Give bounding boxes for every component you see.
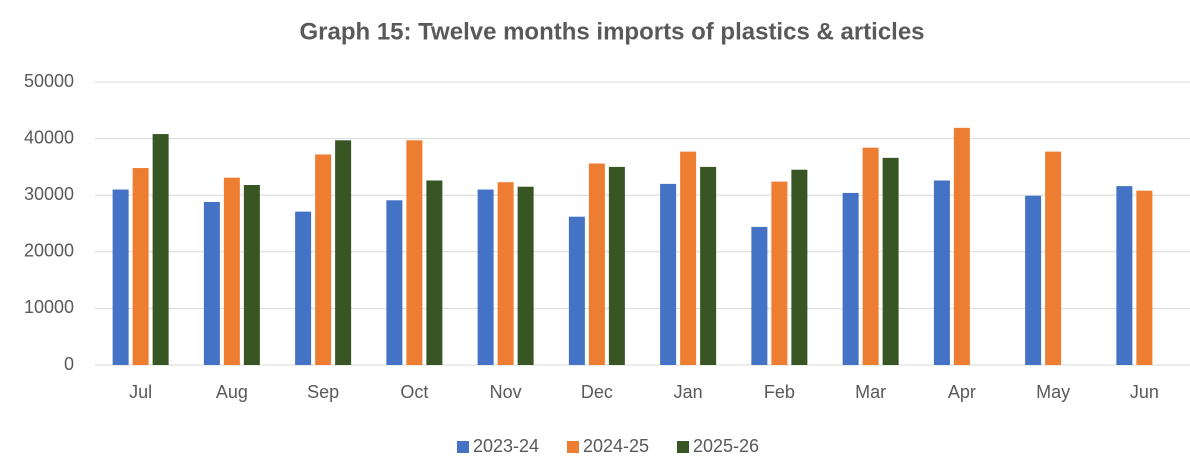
x-tick-label: Jul bbox=[129, 382, 152, 402]
chart-title: Graph 15: Twelve months imports of plast… bbox=[299, 18, 924, 45]
bar bbox=[517, 186, 534, 365]
bar bbox=[1025, 195, 1042, 365]
bar bbox=[203, 201, 220, 365]
bar bbox=[751, 226, 768, 365]
x-tick-label: Oct bbox=[400, 382, 428, 402]
legend-label: 2025-26 bbox=[693, 436, 759, 456]
bar bbox=[933, 180, 950, 365]
x-tick-label: Aug bbox=[216, 382, 248, 402]
bar bbox=[862, 147, 879, 365]
bar bbox=[426, 180, 443, 365]
bar bbox=[660, 183, 677, 365]
bar bbox=[152, 134, 169, 365]
y-tick-label: 10000 bbox=[24, 297, 74, 317]
bar bbox=[315, 154, 332, 365]
x-tick-label: Dec bbox=[581, 382, 613, 402]
x-tick-label: Nov bbox=[490, 382, 522, 402]
bar bbox=[295, 211, 312, 365]
bar bbox=[243, 185, 260, 365]
y-tick-label: 50000 bbox=[24, 71, 74, 91]
bar bbox=[791, 169, 808, 365]
bar bbox=[477, 189, 494, 365]
x-tick-label: Sep bbox=[307, 382, 339, 402]
bar bbox=[568, 216, 585, 365]
y-tick-label: 0 bbox=[64, 354, 74, 374]
bar bbox=[223, 177, 240, 365]
bar bbox=[1045, 151, 1062, 365]
bar bbox=[700, 166, 717, 365]
x-tick-label: May bbox=[1036, 382, 1070, 402]
legend-label: 2023-24 bbox=[473, 436, 539, 456]
bar bbox=[112, 189, 129, 365]
x-tick-label: Mar bbox=[855, 382, 886, 402]
bar bbox=[882, 157, 899, 365]
x-tick-label: Feb bbox=[764, 382, 795, 402]
y-tick-label: 40000 bbox=[24, 127, 74, 147]
bar bbox=[386, 200, 403, 365]
bar bbox=[771, 181, 788, 365]
bar bbox=[406, 140, 423, 365]
bar bbox=[497, 182, 514, 365]
bar bbox=[1136, 190, 1153, 365]
bar bbox=[680, 151, 697, 365]
y-tick-label: 30000 bbox=[24, 184, 74, 204]
legend-label: 2024-25 bbox=[583, 436, 649, 456]
x-tick-label: Jun bbox=[1130, 382, 1159, 402]
bar bbox=[335, 140, 352, 365]
bar bbox=[588, 163, 605, 365]
legend-swatch bbox=[677, 441, 689, 453]
y-tick-label: 20000 bbox=[24, 241, 74, 261]
bar bbox=[842, 192, 859, 365]
legend-swatch bbox=[567, 441, 579, 453]
x-tick-label: Apr bbox=[948, 382, 976, 402]
legend-swatch bbox=[457, 441, 469, 453]
bar bbox=[608, 166, 625, 365]
x-tick-label: Jan bbox=[674, 382, 703, 402]
bar bbox=[132, 168, 149, 365]
bar bbox=[1116, 186, 1133, 365]
bar bbox=[953, 127, 970, 365]
